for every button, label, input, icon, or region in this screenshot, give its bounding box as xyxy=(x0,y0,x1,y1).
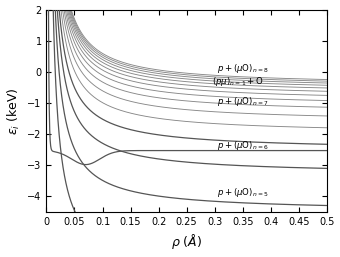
Text: $p + (\mu{\rm O})_{n=7}$: $p + (\mu{\rm O})_{n=7}$ xyxy=(218,95,269,108)
Text: $p + (\mu{\rm O})_{n=5}$: $p + (\mu{\rm O})_{n=5}$ xyxy=(218,186,269,199)
Text: $p + (\mu{\rm O})_{n=8}$: $p + (\mu{\rm O})_{n=8}$ xyxy=(218,62,269,75)
Text: $p + (\mu{\rm O})_{n=6}$: $p + (\mu{\rm O})_{n=6}$ xyxy=(218,140,269,152)
X-axis label: $\rho$ ($\AA$): $\rho$ ($\AA$) xyxy=(171,232,202,251)
Text: $(p\mu)_{n=1} + {\rm O}$: $(p\mu)_{n=1} + {\rm O}$ xyxy=(212,75,264,88)
Y-axis label: $\epsilon_i$ (keV): $\epsilon_i$ (keV) xyxy=(5,87,22,135)
